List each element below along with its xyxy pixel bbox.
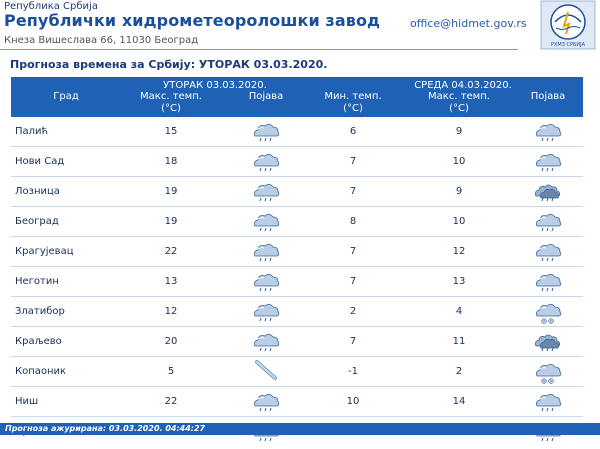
min-temp-day2: 7 [349,156,357,167]
max-temp-day1: 22 [164,246,178,257]
table-row: Краљево 20 7 11 [11,326,583,356]
site-header: Република Србија Републички хидрометеоро… [0,0,600,52]
city-name: Ниш [15,396,39,407]
table-row: Крагујевац 22 7 12 [11,236,583,266]
cloud-rain-icon [251,388,281,415]
footer-bar: Прогноза ажурирана: 03.03.2020. 04:44:27 [0,423,600,435]
broken-image-icon [251,358,281,385]
cloud-rain-icon [251,178,281,205]
min-temp-day2: 7 [349,336,357,347]
min-temp-day2: 2 [349,306,357,317]
forecast-table: УТОРАК 03.03.2020. СРЕДА 04.03.2020. Гра… [11,77,583,446]
col-max2-header: Макс. темп. (°C) [428,91,490,114]
max-temp-day1: 19 [164,186,178,197]
cloud-rain-icon [533,208,563,235]
max-temp-day1: 12 [164,306,178,317]
max-temp-day2: 13 [452,276,466,287]
dark-cloud-rain-icon [533,178,563,205]
max-temp-day2: 14 [452,396,466,407]
updated-timestamp: Прогноза ажурирана: 03.03.2020. 04:44:27 [5,424,206,433]
day1-header: УТОРАК 03.03.2020. [163,80,267,91]
institute-title[interactable]: Републички хидрометеоролошки завод [4,11,381,30]
max-temp-day2: 4 [455,306,463,317]
city-name: Неготин [15,276,59,287]
cloud-rain-icon [251,268,281,295]
cloud-rain-icon [533,238,563,265]
min-temp-day2: 10 [346,396,360,407]
table-row: Златибор 12 2 4 [11,296,583,326]
city-name: Палић [15,126,49,137]
cloud-rain-icon [533,118,563,145]
table-row: Палић 15 6 9 [11,117,583,146]
city-name: Златибор [15,306,65,317]
min-temp-day2: 8 [349,216,357,227]
max-temp-day2: 9 [455,126,463,137]
logo-text: РХМЗ СРБИЈА [551,42,586,48]
cloud-rain-icon [251,118,281,145]
dark-cloud-rain-icon [533,328,563,355]
min-temp-day2: 6 [349,126,357,137]
cloud-rain-icon [533,388,563,415]
col-icon2-header: Појава [530,91,566,102]
table-row: Београд 19 8 10 [11,206,583,236]
max-temp-day2: 12 [452,246,466,257]
table-row: Неготин 13 7 13 [11,266,583,296]
max-temp-day2: 10 [452,156,466,167]
email-link[interactable]: office@hidmet.gov.rs [410,17,527,30]
cloud-rain-icon [251,238,281,265]
max-temp-day1: 18 [164,156,178,167]
col-city-header: Град [53,91,79,102]
table-row: Нови Сад 18 7 10 [11,146,583,176]
country-label: Република Србија [4,1,98,12]
col-min2-header: Мин. темп. (°C) [324,91,382,114]
max-temp-day1: 5 [167,366,175,377]
cloud-rain-icon [251,208,281,235]
header-divider [0,49,518,50]
max-temp-day2: 10 [452,216,466,227]
cloud-rain-icon [533,148,563,175]
col-icon1-header: Појава [248,91,284,102]
max-temp-day2: 9 [455,186,463,197]
table-row: Копаоник 5 -1 2 [11,356,583,386]
max-temp-day2: 2 [455,366,463,377]
max-temp-day2: 11 [452,336,466,347]
max-temp-day1: 15 [164,126,178,137]
max-temp-day1: 20 [164,336,178,347]
day2-header: СРЕДА 04.03.2020. [414,80,512,91]
max-temp-day1: 13 [164,276,178,287]
min-temp-day2: 7 [349,186,357,197]
city-name: Београд [15,216,59,227]
max-temp-day1: 22 [164,396,178,407]
cloud-snow-icon [533,358,563,385]
city-name: Крагујевац [15,246,74,257]
city-name: Нови Сад [15,156,65,167]
city-name: Копаоник [15,366,67,377]
min-temp-day2: -1 [348,366,358,377]
cloud-rain-icon [251,298,281,325]
max-temp-day1: 19 [164,216,178,227]
cloud-snow-icon [533,298,563,325]
city-name: Краљево [15,336,62,347]
city-name: Лозница [15,186,60,197]
min-temp-day2: 7 [349,246,357,257]
institute-logo-icon[interactable]: РХМЗ СРБИЈА [540,0,596,50]
institute-address: Кнеза Вишеслава 66, 11030 Београд [4,35,199,46]
col-max1-header: Макс. темп. (°C) [140,91,202,114]
cloud-rain-icon [251,148,281,175]
min-temp-day2: 7 [349,276,357,287]
table-row: Лозница 19 7 9 [11,176,583,206]
cloud-rain-icon [251,328,281,355]
cloud-rain-icon [533,268,563,295]
table-row: Ниш 22 10 14 [11,386,583,416]
table-header: УТОРАК 03.03.2020. СРЕДА 04.03.2020. Гра… [11,77,583,117]
table-body: Палић 15 6 9 Нови Сад 18 7 10 Лозница 19 7 9 Београд… [11,117,583,446]
forecast-title: Прогноза времена за Србију: УТОРАК 03.03… [10,58,328,71]
